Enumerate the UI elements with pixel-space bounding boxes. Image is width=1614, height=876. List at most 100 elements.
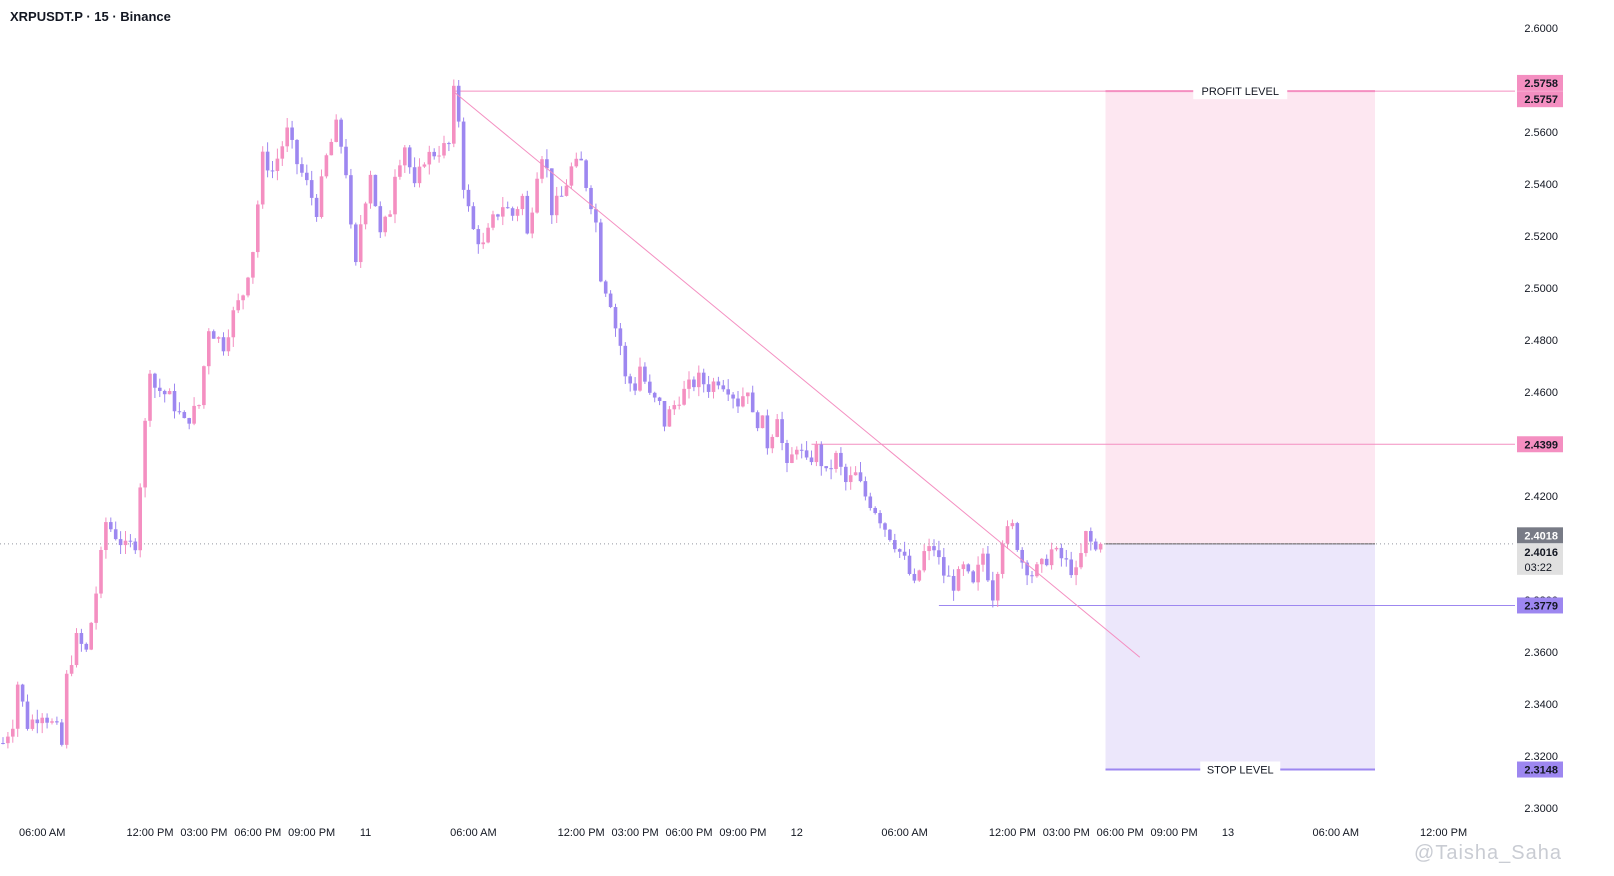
price-tick-label: 2.4200 (1524, 491, 1558, 503)
candle-body (432, 151, 436, 157)
candle-body (545, 159, 549, 169)
candle-body (888, 529, 892, 541)
candle-body (907, 555, 912, 574)
candle-body (305, 172, 309, 181)
time-tick-label: 06:00 PM (1097, 827, 1144, 839)
candle-body (721, 385, 726, 390)
candle-body (207, 331, 211, 367)
candle-body (226, 337, 231, 352)
candle-body (1020, 549, 1024, 563)
candle-body (643, 366, 647, 382)
candle-body (50, 721, 54, 723)
candle-body (672, 405, 677, 410)
candle-body (902, 551, 907, 556)
candle-body (20, 684, 25, 702)
candle-body (60, 722, 64, 745)
candle-body (662, 400, 667, 427)
candle-body (1025, 562, 1029, 576)
candle-body (912, 573, 917, 581)
candle-body (893, 540, 897, 550)
candle-body (971, 571, 975, 583)
symbol-title[interactable]: XRPUSDT.P · 15 · Binance (8, 8, 173, 25)
last-price-tag: 2.4016 (1524, 547, 1558, 559)
candle-body (638, 366, 642, 391)
candle-body (265, 151, 270, 171)
candle-body (603, 281, 608, 294)
candle-body (461, 121, 466, 190)
candle-body (657, 397, 662, 401)
candle-body (290, 127, 294, 140)
candle-body (569, 166, 574, 186)
candle-body (834, 452, 838, 469)
candle-body (84, 643, 89, 650)
high-price-tag-bg (1517, 74, 1563, 91)
candle-body (427, 151, 432, 165)
candle-body (471, 206, 476, 230)
candle-body (1005, 526, 1010, 544)
candle-body (550, 168, 554, 216)
time-tick-label: 06:00 PM (234, 827, 281, 839)
candle-body (295, 139, 299, 165)
candle-body (946, 575, 951, 577)
candle-body (589, 187, 593, 210)
candle-body (780, 419, 784, 444)
candle-body (755, 412, 760, 429)
candle-body (966, 564, 971, 572)
candle-body (863, 481, 868, 497)
candle-body (412, 167, 417, 184)
time-tick-label: 03:00 PM (180, 827, 227, 839)
candle-body (192, 405, 196, 424)
candle-body (422, 164, 427, 167)
time-tick-label: 03:00 PM (1043, 827, 1090, 839)
candle-body (1040, 558, 1044, 565)
candle-body (706, 384, 711, 392)
position-labels: PROFIT LEVEL STOP LEVEL (1193, 83, 1288, 778)
candle-body (496, 214, 500, 217)
candle-body (790, 454, 794, 463)
candle-body (211, 331, 216, 339)
candle-body (667, 409, 672, 427)
time-tick-label: 06:00 AM (450, 827, 496, 839)
candle-body (344, 146, 348, 176)
candle-body (554, 195, 559, 216)
level-price-tag: 2.4399 (1524, 439, 1558, 451)
stop-price-tag: 2.3148 (1524, 765, 1558, 777)
candle-body (221, 337, 226, 352)
candle-body (623, 345, 628, 377)
candle-body (922, 551, 926, 571)
candle-body (701, 372, 706, 385)
candle-body (349, 175, 353, 225)
candle-body (584, 160, 588, 188)
candle-body (177, 411, 182, 413)
profit-price-tag-bg (1517, 91, 1563, 108)
position-zones (1105, 91, 1375, 770)
candle-body (319, 176, 324, 217)
candle-body (324, 155, 329, 177)
candle-body (373, 174, 378, 207)
candle-body (393, 176, 397, 215)
price-tick-label: 2.3000 (1524, 803, 1558, 815)
candle-body (765, 415, 770, 449)
candle-body (94, 593, 98, 623)
candle-body (1015, 523, 1020, 550)
time-tick-label: 09:00 PM (288, 827, 335, 839)
candle-body (25, 701, 30, 729)
candle-body (270, 170, 275, 172)
candle-body (442, 143, 446, 156)
candle-body (407, 147, 412, 168)
candle-body (64, 673, 69, 745)
candle-body (256, 204, 260, 253)
candle-body (158, 387, 162, 391)
candle-body (1084, 531, 1088, 554)
candle-body (687, 379, 691, 389)
candle-body (819, 444, 824, 467)
candle-body (1000, 543, 1005, 574)
trendline-group (453, 91, 1141, 658)
time-tick-label: 09:00 PM (1151, 827, 1198, 839)
candle-body (1, 743, 5, 744)
candle-body (618, 328, 623, 346)
high-price-tag: 2.5758 (1524, 78, 1558, 90)
time-axis: 06:00 AM 12:00 PM 03:00 PM 06:00 PM 09:00 PM… (19, 827, 1467, 839)
